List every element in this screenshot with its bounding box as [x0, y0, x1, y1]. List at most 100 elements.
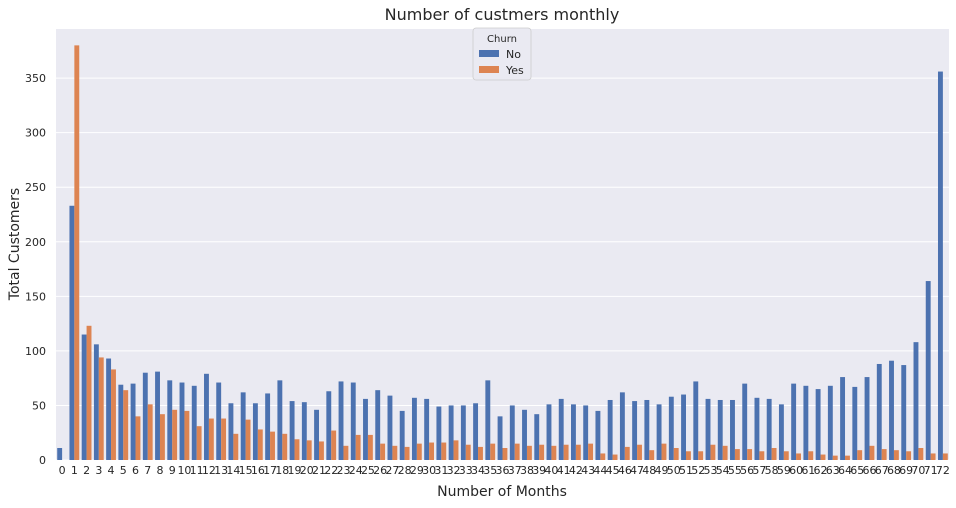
bar-no-55	[730, 399, 735, 460]
bar-yes-2	[86, 325, 92, 460]
bar-no-59	[778, 404, 784, 460]
bar-yes-47	[637, 444, 642, 460]
bar-yes-69	[906, 451, 912, 460]
x-tick-label: 24	[349, 464, 363, 477]
bar-no-51	[681, 394, 686, 460]
x-tick-label: 20	[300, 464, 314, 477]
bar-no-65	[852, 386, 858, 460]
bar-yes-19	[294, 439, 300, 460]
bar-no-46	[619, 392, 625, 460]
x-tick-label: 55	[728, 464, 742, 477]
bar-yes-9	[172, 409, 178, 460]
x-tick-label: 4	[108, 464, 115, 477]
plot-background	[56, 29, 949, 460]
x-tick-label: 39	[532, 464, 546, 477]
y-tick-labels: 0 50 100 150 200 250 300 350	[25, 72, 46, 467]
x-tick-label: 40	[544, 464, 558, 477]
bar-yes-20	[306, 440, 312, 460]
bar-no-64	[840, 377, 846, 460]
bar-no-21	[314, 409, 320, 460]
bar-no-12	[204, 373, 209, 460]
bar-no-72	[937, 71, 943, 460]
x-tick-label: 63	[826, 464, 840, 477]
bar-no-29	[411, 397, 417, 460]
x-tick-label: 48	[642, 464, 656, 477]
bar-no-25	[363, 398, 368, 460]
bar-yes-40	[551, 445, 557, 460]
bar-yes-11	[196, 426, 202, 460]
x-tick-label: 43	[581, 464, 595, 477]
x-tick-label: 12	[202, 464, 216, 477]
bar-yes-37	[514, 443, 520, 460]
bars	[57, 45, 948, 460]
bar-no-54	[717, 399, 723, 460]
y-tick-label: 350	[25, 72, 46, 85]
x-tick-label: 71	[924, 464, 938, 477]
bar-yes-59	[783, 451, 789, 460]
bar-yes-50	[673, 447, 679, 460]
x-tick-label: 6	[132, 464, 139, 477]
bar-yes-1	[74, 45, 80, 460]
x-tick-label: 42	[569, 464, 583, 477]
bar-yes-61	[808, 451, 814, 460]
bar-no-44	[595, 410, 601, 460]
x-tick-label: 13	[214, 464, 228, 477]
x-tick-label: 46	[618, 464, 632, 477]
x-tick-label: 58	[765, 464, 779, 477]
y-axis-label: Total Customers	[7, 188, 23, 301]
bar-no-63	[827, 385, 833, 460]
bar-no-8	[155, 371, 160, 460]
x-tick-label: 34	[471, 464, 485, 477]
bar-yes-24	[355, 434, 361, 460]
bar-yes-32	[453, 440, 459, 460]
x-tick-label: 38	[520, 464, 534, 477]
x-tick-label: 49	[655, 464, 669, 477]
chart-title: Number of custmers monthly	[385, 5, 620, 24]
bar-no-23	[338, 381, 344, 460]
x-tick-label: 29	[410, 464, 424, 477]
bar-yes-17	[270, 431, 275, 460]
bar-no-61	[803, 385, 809, 460]
bar-yes-43	[588, 443, 594, 460]
y-tick-label: 250	[25, 181, 46, 194]
bar-yes-53	[710, 444, 716, 460]
x-tick-label: 61	[801, 464, 815, 477]
x-tick-label: 64	[838, 464, 852, 477]
x-tick-label: 9	[169, 464, 176, 477]
bar-no-36	[497, 416, 503, 460]
bar-yes-25	[367, 434, 373, 460]
bar-yes-56	[747, 449, 753, 460]
bar-no-42	[571, 404, 576, 460]
legend-title: Churn	[487, 34, 517, 45]
x-tick-labels: 0 1 2 3 4 5 6 7 8 9 101112131415161718192021222324…	[59, 464, 950, 477]
x-tick-label: 26	[373, 464, 387, 477]
y-tick-label: 0	[39, 454, 46, 467]
bar-no-66	[864, 377, 870, 460]
bar-no-27	[387, 395, 393, 460]
bar-no-17	[265, 393, 271, 460]
x-tick-label: 25	[361, 464, 375, 477]
bar-yes-5	[123, 390, 129, 460]
bar-no-68	[889, 360, 894, 460]
x-tick-label: 1	[71, 464, 78, 477]
x-tick-label: 32	[447, 464, 461, 477]
y-tick-label: 150	[25, 290, 46, 303]
x-tick-label: 57	[752, 464, 766, 477]
bar-no-37	[509, 405, 515, 460]
bar-no-11	[191, 385, 197, 460]
bar-yes-72	[942, 453, 948, 460]
bar-no-2	[81, 334, 87, 460]
bar-yes-54	[722, 445, 728, 460]
x-tick-label: 15	[239, 464, 253, 477]
bar-yes-26	[380, 443, 386, 460]
bar-yes-10	[184, 410, 190, 460]
bar-yes-35	[490, 443, 496, 460]
bar-yes-70	[918, 447, 924, 460]
x-tick-label: 17	[263, 464, 277, 477]
x-tick-label: 59	[777, 464, 791, 477]
x-tick-label: 56	[740, 464, 754, 477]
x-tick-label: 50	[667, 464, 681, 477]
bar-no-26	[375, 390, 381, 460]
bar-no-9	[167, 380, 173, 460]
bar-no-49	[656, 404, 662, 460]
